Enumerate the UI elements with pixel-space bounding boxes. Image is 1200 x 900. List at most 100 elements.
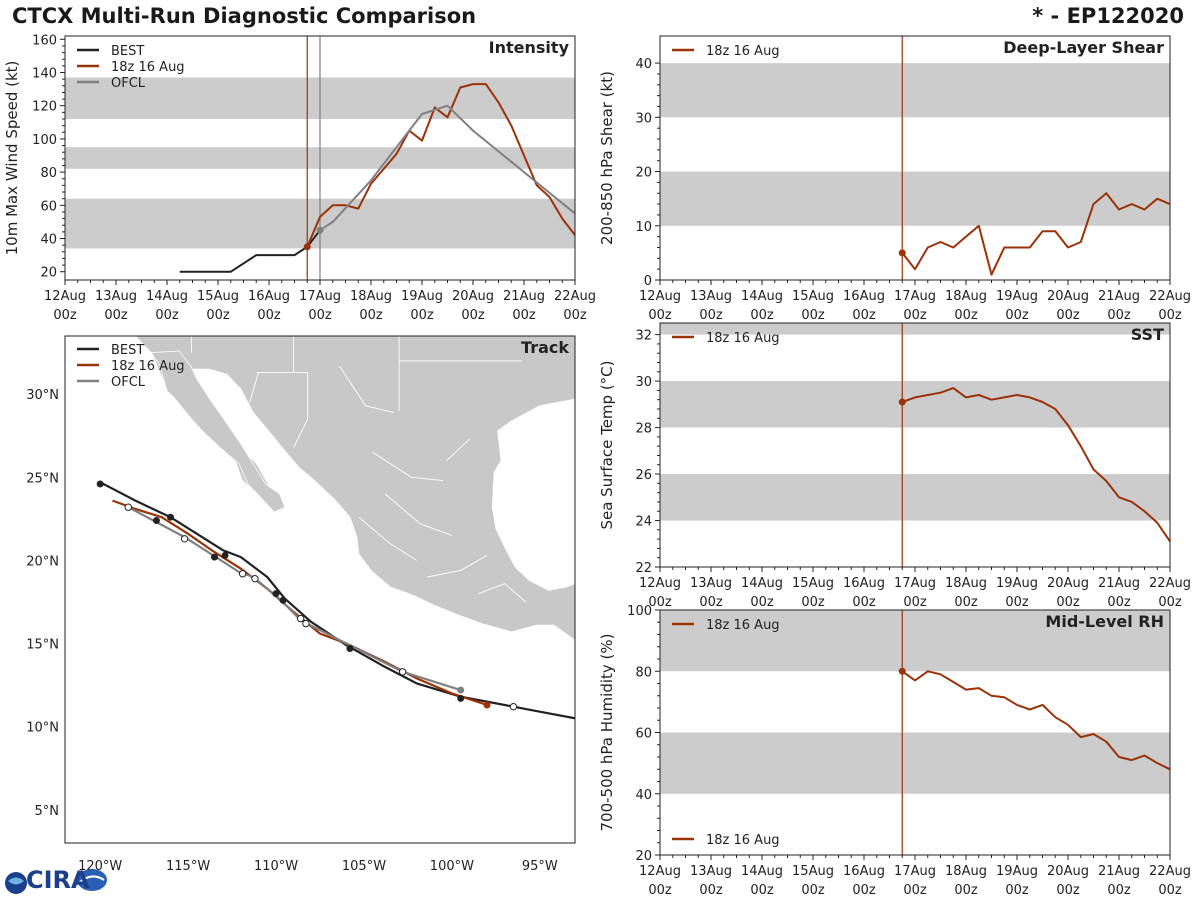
shear-xtick-sublabel: 00z xyxy=(699,308,723,323)
rh-band-1 xyxy=(660,610,1170,672)
shear-xtick-label: 19Aug xyxy=(996,289,1038,304)
intensity-plot-area xyxy=(65,36,575,280)
sst-xtick-label: 22Aug xyxy=(1149,576,1191,591)
track-point-filled xyxy=(346,645,354,653)
state-border-2 xyxy=(372,452,444,482)
sst-band-1 xyxy=(660,381,1170,428)
track-point-filled xyxy=(167,513,175,521)
shear-xtick-label: 21Aug xyxy=(1098,289,1140,304)
sst-band-0 xyxy=(660,474,1170,521)
sst-ytick-label: 22 xyxy=(635,561,652,576)
shear-xtick-sublabel: 00z xyxy=(1107,308,1131,323)
state-border-5 xyxy=(427,555,488,578)
sst-title: SST xyxy=(1131,325,1164,344)
sst-xtick-sublabel: 00z xyxy=(1005,595,1029,610)
intensity-xtick-sublabel: 00z xyxy=(257,308,281,323)
rh-marker-0 xyxy=(898,667,906,675)
rh-plot-area xyxy=(660,610,1170,855)
sst-xtick-sublabel: 00z xyxy=(699,595,723,610)
rh-xtick-label: 12Aug xyxy=(639,864,681,879)
intensity-xtick-label: 14Aug xyxy=(146,289,188,304)
track-xtick-label: 105°W xyxy=(342,859,386,874)
shear-ytick-label: 40 xyxy=(635,57,652,72)
sst-xtick-sublabel: 00z xyxy=(954,595,978,610)
rh-ytick-label: 20 xyxy=(635,849,652,864)
rh-xtick-sublabel: 00z xyxy=(801,883,825,898)
intensity-xtick-label: 20Aug xyxy=(452,289,494,304)
rh-ytick-label: 100 xyxy=(627,604,652,619)
track-point-open xyxy=(398,668,407,676)
sst-xtick-label: 16Aug xyxy=(843,576,885,591)
intensity-xtick-label: 13Aug xyxy=(95,289,137,304)
shear-xtick-label: 18Aug xyxy=(945,289,987,304)
sst-xtick-sublabel: 00z xyxy=(852,595,876,610)
sst-xtick-label: 14Aug xyxy=(741,576,783,591)
rh-xtick-sublabel: 00z xyxy=(903,883,927,898)
shear-xtick-label: 22Aug xyxy=(1149,289,1191,304)
sst-xtick-label: 19Aug xyxy=(996,576,1038,591)
shear-legend-label: 18z 16 Aug xyxy=(706,44,780,59)
rh-xtick-label: 20Aug xyxy=(1047,864,1089,879)
track-point-filled xyxy=(483,701,491,709)
track-legend-label: 18z 16 Aug xyxy=(111,359,185,374)
shear-xtick-sublabel: 00z xyxy=(954,308,978,323)
track-point-open xyxy=(251,574,259,583)
rh-band-0 xyxy=(660,732,1170,794)
sst-legend: 18z 16 Aug xyxy=(672,331,780,346)
track-point-filled xyxy=(152,517,160,525)
intensity-xtick-label: 17Aug xyxy=(299,289,341,304)
sst-frame xyxy=(659,322,1171,568)
sst-panel: 22 24 26 28 30 32 12Aug 00z 13Aug 00z 14Aug 00z 15Au… xyxy=(598,322,1191,610)
shear-xtick-label: 12Aug xyxy=(639,289,681,304)
track-point-open xyxy=(509,702,518,711)
intensity-legend-label: OFCL xyxy=(111,76,146,91)
sst-ytick-label: 30 xyxy=(635,375,652,390)
track-point-filled xyxy=(457,694,465,702)
intensity-ytick-label: 140 xyxy=(32,67,57,82)
rh-xtick-sublabel: 00z xyxy=(1158,883,1182,898)
shear-ytick-label: 20 xyxy=(635,166,652,181)
sst-xtick-label: 21Aug xyxy=(1098,576,1140,591)
shear-xtick-sublabel: 00z xyxy=(1005,308,1029,323)
track-point-open xyxy=(302,619,310,628)
rh-xtick-label: 22Aug xyxy=(1149,864,1191,879)
logo-text: CIRA xyxy=(26,866,90,894)
intensity-ytick-label: 80 xyxy=(40,166,57,181)
sst-band-2 xyxy=(660,323,1170,335)
intensity-xtick-sublabel: 00z xyxy=(359,308,383,323)
shear-marker-0 xyxy=(898,249,906,257)
sst-xtick-sublabel: 00z xyxy=(1107,595,1131,610)
track-point-filled xyxy=(272,590,280,598)
shear-xtick-label: 17Aug xyxy=(894,289,936,304)
sst-marker-0 xyxy=(898,398,906,406)
rh-xtick-sublabel: 00z xyxy=(648,883,672,898)
state-border-3 xyxy=(384,493,453,536)
shear-xtick-label: 16Aug xyxy=(843,289,885,304)
intensity-xtick-sublabel: 00z xyxy=(512,308,536,323)
shear-xtick-label: 20Aug xyxy=(1047,289,1089,304)
track-point-filled xyxy=(221,551,229,559)
intensity-marker-0 xyxy=(303,243,311,251)
sst-ytick-label: 28 xyxy=(635,422,652,437)
intensity-marker-0 xyxy=(316,226,324,234)
shear-title: Deep-Layer Shear xyxy=(1003,38,1164,57)
sst-xtick-label: 12Aug xyxy=(639,576,681,591)
intensity-xtick-sublabel: 00z xyxy=(206,308,230,323)
intensity-series-ofcl xyxy=(319,104,575,232)
shear-ytick-label: 10 xyxy=(635,220,652,235)
rh-ytick-label: 60 xyxy=(635,727,652,742)
rh-xtick-label: 21Aug xyxy=(1098,864,1140,879)
sst-xtick-label: 15Aug xyxy=(792,576,834,591)
shear-ylabel: 200-850 hPa Shear (kt) xyxy=(598,71,616,245)
figure-title: CTCX Multi-Run Diagnostic Comparison xyxy=(12,4,477,28)
intensity-ytick-label: 40 xyxy=(40,233,57,248)
intensity-ytick-label: 160 xyxy=(32,33,57,48)
rh-legend: 18z 16 Aug xyxy=(672,618,780,633)
sst-ytick-label: 24 xyxy=(635,515,652,530)
rh-xtick-label: 17Aug xyxy=(894,864,936,879)
intensity-title: Intensity xyxy=(489,38,570,57)
intensity-xtick-label: 15Aug xyxy=(197,289,239,304)
track-xtick-label: 110°W xyxy=(254,859,298,874)
